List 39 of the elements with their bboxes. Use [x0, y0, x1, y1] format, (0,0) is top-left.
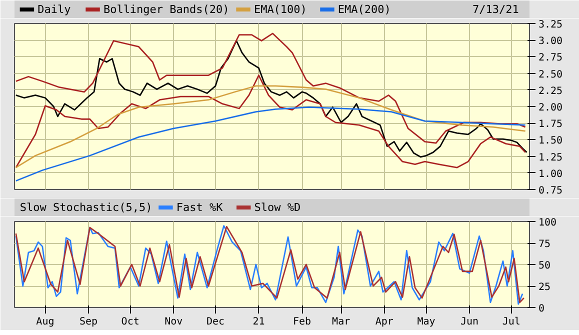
y-tick-label: 1.50 — [538, 136, 563, 147]
x-tick-label: Apr — [375, 316, 394, 328]
y-tick-label: 2.00 — [538, 102, 563, 114]
y-tick-label: 50 — [538, 260, 551, 272]
chart-title: Slow Stochastic(5,5) — [20, 201, 152, 214]
legend-label: EMA(100) — [254, 3, 307, 16]
x-tick-label: Sep — [79, 316, 98, 328]
x-tick-label: Mar — [332, 316, 350, 328]
x-tick-label: Jun — [460, 316, 479, 328]
legend-label: Fast %K — [176, 201, 224, 214]
y-tick-label: 0.75 — [538, 186, 563, 196]
x-tick-label: Oct — [121, 316, 140, 328]
x-tick-label: Feb — [292, 316, 312, 328]
x-tick-label: Jul — [502, 316, 520, 328]
x-tick-label: Nov — [164, 316, 183, 328]
x-tick-label: May — [417, 316, 436, 328]
y-tick-label: 1.00 — [538, 168, 563, 180]
line-series — [15, 32, 526, 144]
y-tick-label: 1.25 — [538, 152, 563, 164]
line-series — [15, 106, 526, 182]
y-tick-label: 2.25 — [538, 86, 563, 97]
legend-label: Bollinger Bands(20) — [103, 3, 230, 16]
y-tick-label: 2.50 — [538, 69, 563, 80]
x-tick-label: Dec — [206, 316, 225, 328]
x-tick-label: Aug — [36, 316, 54, 328]
legend-label: Slow %D — [254, 201, 301, 214]
legend-label: EMA(200) — [338, 3, 391, 16]
y-tick-label: 25 — [538, 282, 551, 293]
y-tick-label: 1.75 — [538, 119, 563, 130]
y-tick-label: 100 — [538, 218, 557, 228]
y-tick-label: 75 — [538, 239, 551, 250]
y-tick-label: 0 — [538, 304, 545, 314]
y-tick-label: 3.00 — [538, 36, 563, 48]
text: 7/13/21 — [472, 3, 519, 16]
x-tick-label: 21 — [252, 316, 265, 328]
y-tick-label: 3.25 — [538, 20, 563, 30]
legend-label: Daily — [38, 3, 72, 16]
line-series — [15, 40, 528, 158]
y-tick-label: 2.75 — [538, 52, 563, 64]
